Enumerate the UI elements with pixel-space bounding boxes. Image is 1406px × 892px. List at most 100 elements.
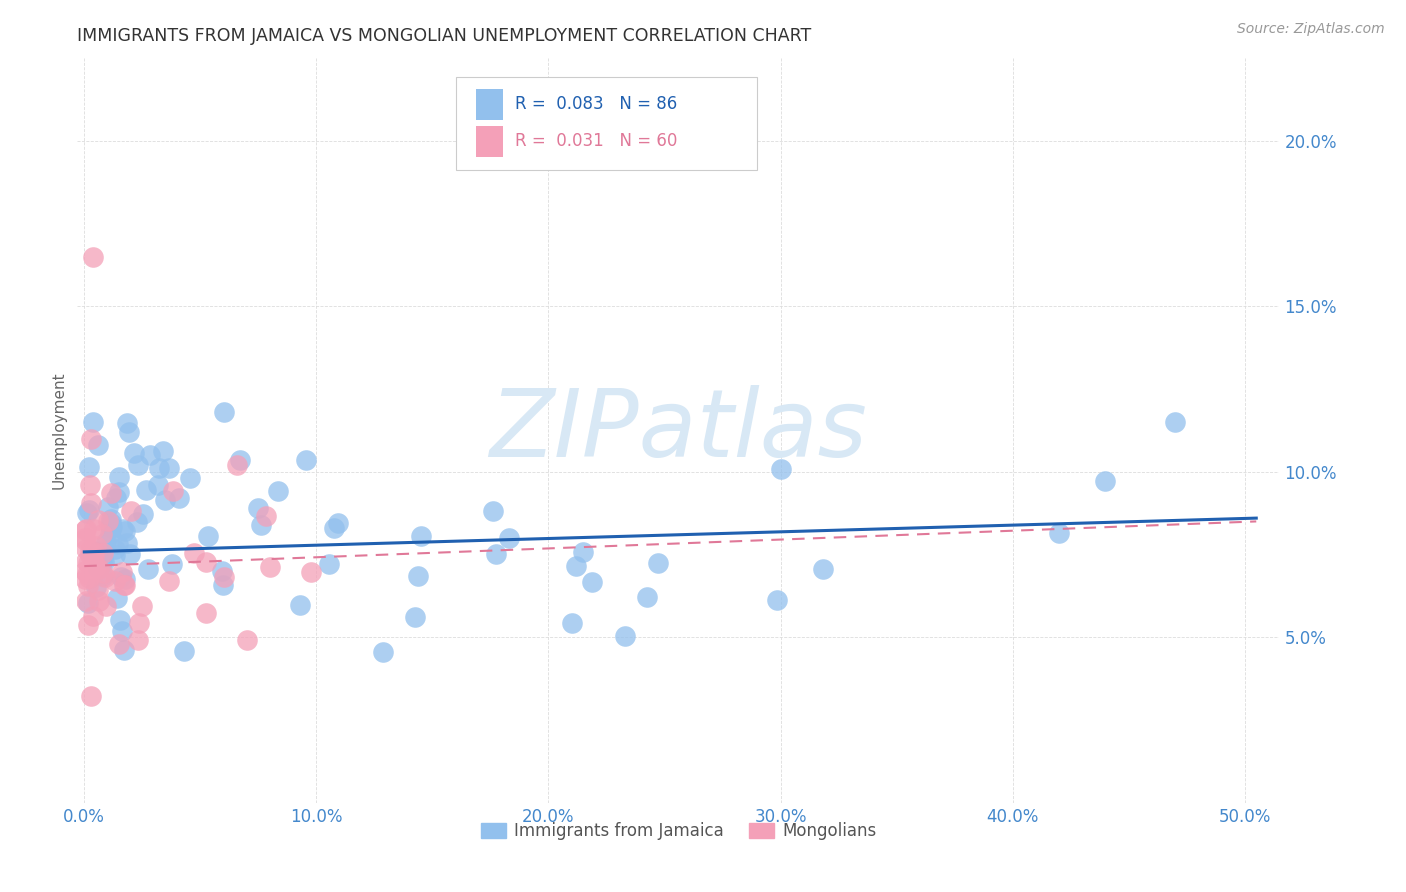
Point	[406, 569, 429, 583]
Point	[173, 644, 195, 658]
Point	[1047, 525, 1070, 540]
Text: Source: ZipAtlas.com: Source: ZipAtlas.com	[1237, 22, 1385, 37]
Point	[250, 517, 273, 532]
Point	[77, 571, 100, 585]
Point	[247, 500, 270, 515]
Point	[131, 507, 153, 521]
Point	[104, 574, 127, 588]
Point	[157, 574, 180, 588]
Point	[108, 613, 131, 627]
Point	[75, 522, 97, 536]
Point	[101, 520, 124, 534]
Point	[114, 578, 136, 592]
Point	[83, 545, 105, 559]
Point	[100, 511, 122, 525]
Point	[89, 544, 111, 558]
Point	[139, 448, 162, 462]
Point	[87, 562, 110, 576]
Point	[75, 541, 97, 556]
Point	[96, 599, 118, 613]
Point	[1164, 415, 1187, 429]
Point	[87, 582, 110, 597]
Point	[93, 570, 115, 584]
Point	[77, 596, 100, 610]
Point	[97, 514, 120, 528]
Point	[110, 570, 132, 584]
Point	[1094, 475, 1116, 489]
Point	[225, 458, 247, 472]
Point	[195, 555, 218, 569]
Point	[76, 507, 98, 521]
Point	[267, 484, 290, 499]
Point	[769, 462, 792, 476]
Legend: Immigrants from Jamaica, Mongolians: Immigrants from Jamaica, Mongolians	[474, 815, 883, 847]
Point	[120, 504, 142, 518]
Point	[765, 593, 787, 607]
Point	[108, 637, 131, 651]
Point	[75, 531, 97, 545]
Point	[75, 523, 97, 537]
Point	[811, 562, 834, 576]
Text: IMMIGRANTS FROM JAMAICA VS MONGOLIAN UNEMPLOYMENT CORRELATION CHART: IMMIGRANTS FROM JAMAICA VS MONGOLIAN UNE…	[77, 28, 811, 45]
Text: R =  0.083   N = 86: R = 0.083 N = 86	[515, 95, 678, 113]
Point	[91, 546, 114, 560]
Point	[100, 516, 122, 530]
Point	[86, 438, 108, 452]
Point	[82, 415, 104, 429]
FancyBboxPatch shape	[477, 126, 503, 157]
Point	[76, 566, 98, 581]
Point	[148, 461, 170, 475]
Point	[114, 524, 136, 539]
Point	[146, 478, 169, 492]
Point	[138, 561, 160, 575]
Point	[96, 534, 118, 549]
Point	[127, 633, 149, 648]
Point	[75, 554, 97, 568]
Point	[135, 483, 157, 497]
Point	[111, 624, 134, 639]
Point	[100, 486, 122, 500]
Point	[91, 527, 114, 541]
Point	[373, 645, 395, 659]
Point	[79, 478, 101, 492]
Point	[76, 594, 98, 608]
Point	[485, 547, 508, 561]
Point	[79, 543, 101, 558]
Point	[91, 555, 114, 569]
FancyBboxPatch shape	[477, 88, 503, 120]
Point	[179, 471, 201, 485]
Point	[75, 564, 97, 578]
Point	[97, 500, 120, 514]
Point	[112, 578, 135, 592]
Point	[228, 453, 250, 467]
Point	[114, 572, 136, 586]
Point	[118, 425, 141, 439]
Point	[104, 548, 127, 562]
Point	[87, 594, 110, 608]
Point	[194, 607, 217, 621]
Point	[157, 461, 180, 475]
Point	[235, 632, 257, 647]
Point	[84, 558, 107, 573]
Text: ZIPatlas: ZIPatlas	[489, 384, 868, 476]
Point	[105, 491, 128, 506]
Point	[117, 416, 139, 430]
Point	[153, 492, 176, 507]
Point	[114, 643, 136, 657]
Point	[84, 580, 107, 594]
Point	[76, 618, 98, 632]
Point	[212, 405, 235, 419]
Point	[647, 556, 669, 570]
Point	[212, 578, 235, 592]
Point	[636, 591, 658, 605]
Point	[127, 458, 149, 472]
Point	[86, 513, 108, 527]
Point	[84, 540, 107, 554]
Point	[120, 547, 142, 561]
Point	[105, 591, 128, 605]
Point	[100, 521, 122, 535]
Point	[75, 572, 97, 586]
Point	[98, 526, 121, 541]
Point	[128, 615, 150, 630]
Point	[77, 557, 100, 571]
